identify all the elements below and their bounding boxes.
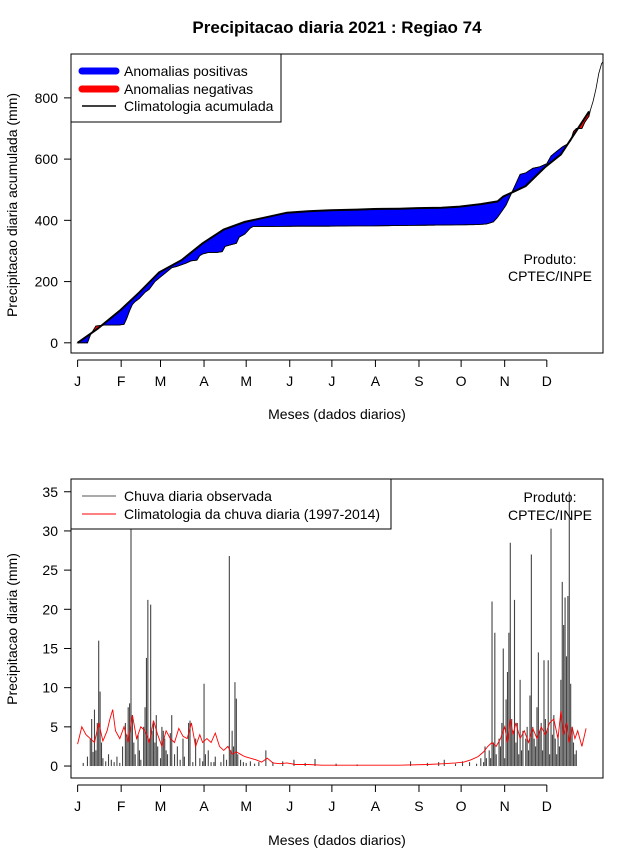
daily-x-tick-label-M: M — [240, 798, 252, 814]
cumulative-x-tick-label-M: M — [155, 373, 167, 389]
daily-x-tick-label-J: J — [74, 798, 81, 814]
daily-legend: Chuva diaria observada Climatologia da c… — [70, 478, 392, 530]
daily-y-tick-label: 10 — [42, 680, 58, 696]
daily-marks — [77, 491, 587, 767]
daily-x-tick-label-F: F — [117, 798, 126, 814]
cumulative-x-label: Meses (dados diarios) — [268, 406, 406, 422]
daily-y-tick-label: 15 — [42, 640, 58, 656]
daily-y-axis: 0 5 10 15 20 25 30 35 — [42, 484, 72, 774]
cumulative-legend: Anomalias positivas Anomalias negativas … — [70, 53, 282, 123]
daily-x-tick-label-S: S — [414, 798, 423, 814]
cumulative-x-tick-label-O: O — [456, 373, 467, 389]
daily-x-label: Meses (dados diarios) — [268, 832, 406, 848]
daily-plot-area — [77, 491, 587, 767]
cumulative-marks — [76, 61, 603, 344]
cumulative-plot-area — [76, 61, 603, 344]
cumulative-annotation-line1: Produto: — [524, 251, 577, 267]
cumulative-y-tick-label: 0 — [50, 335, 58, 351]
daily-x-tick-label-D: D — [542, 798, 552, 814]
cumulative-y-tick-label: 400 — [35, 212, 59, 228]
daily-x-tick-label-J: J — [286, 798, 293, 814]
daily-y-tick-label: 30 — [42, 523, 58, 539]
daily-x-tick-label-M: M — [155, 798, 167, 814]
cumulative-x-tick-label-F: F — [117, 373, 126, 389]
cumulative-y-axis: 0 200 400 600 800 — [35, 90, 72, 351]
positive-anomaly-area — [512, 135, 573, 193]
cumulative-y-tick-label: 200 — [35, 274, 59, 290]
legend-label-daily-climatology: Climatologia da chuva diaria (1997-2014) — [124, 506, 380, 522]
daily-y-tick-label: 5 — [50, 719, 58, 735]
legend-label-observed: Chuva diaria observada — [124, 488, 272, 504]
cumulative-annotation-line2: CPTEC/INPE — [508, 268, 592, 284]
daily-annotation-line2: CPTEC/INPE — [508, 507, 592, 523]
cumulative-x-tick-label-A: A — [199, 373, 209, 389]
daily-annotation-line1: Produto: — [524, 489, 577, 505]
chart-title: Precipitacao diaria 2021 : Regiao 74 — [192, 18, 482, 37]
cumulative-y-label: Precipitacao diaria acumulada (mm) — [4, 93, 20, 317]
cumulative-panel: 0 200 400 600 800 J F M A M J J A S O N D Meses (dados … — [4, 53, 604, 422]
legend-label-positive: Anomalias positivas — [124, 63, 248, 79]
cumulative-x-tick-label-A: A — [371, 373, 381, 389]
legend-label-negative: Anomalias negativas — [124, 81, 253, 97]
daily-x-tick-label-J: J — [328, 798, 335, 814]
cumulative-y-tick-label: 600 — [35, 151, 59, 167]
daily-panel: 0 5 10 15 20 25 30 35 J F M A M J J A S O N D Meses (dados… — [4, 478, 604, 848]
daily-y-label: Precipitacao diaria (mm) — [4, 553, 20, 705]
daily-x-tick-label-O: O — [456, 798, 467, 814]
daily-legend-box — [70, 478, 392, 530]
daily-y-tick-label: 0 — [50, 758, 58, 774]
daily-x-tick-label-A: A — [199, 798, 209, 814]
cumulative-x-tick-label-J: J — [286, 373, 293, 389]
cumulative-y-tick-label: 800 — [35, 90, 59, 106]
positive-anomaly-area — [102, 189, 514, 326]
cumulative-x-tick-label-N: N — [500, 373, 510, 389]
legend-label-climatology: Climatologia acumulada — [124, 98, 274, 114]
cumulative-x-tick-label-S: S — [414, 373, 423, 389]
daily-x-tick-label-A: A — [371, 798, 381, 814]
daily-climatology-line — [77, 709, 587, 766]
daily-y-tick-label: 35 — [42, 484, 58, 500]
cumulative-x-tick-label-J: J — [74, 373, 81, 389]
cumulative-x-tick-label-M: M — [240, 373, 252, 389]
daily-x-tick-label-N: N — [500, 798, 510, 814]
daily-y-tick-label: 25 — [42, 562, 58, 578]
cumulative-x-tick-label-D: D — [542, 373, 552, 389]
daily-y-tick-label: 20 — [42, 601, 58, 617]
cumulative-x-tick-label-J: J — [328, 373, 335, 389]
climatology-cumulative-line — [77, 111, 590, 344]
